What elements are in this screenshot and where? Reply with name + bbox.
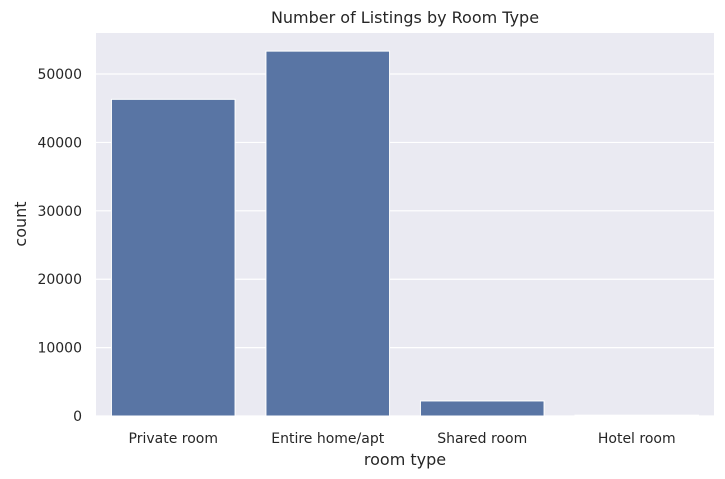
x-tick-label: Hotel room	[598, 431, 676, 447]
x-tick-labels: Private room Entire home/apt Shared room Ho…	[129, 431, 676, 447]
bar	[110, 98, 236, 417]
y-tick-label: 20000	[37, 272, 82, 288]
x-tick-label: Entire home/apt	[271, 431, 384, 447]
x-tick-label: Private room	[129, 431, 218, 447]
chart-title: Number of Listings by Room Type	[271, 8, 539, 27]
y-axis-label: count	[11, 201, 30, 246]
y-tick-label: 50000	[37, 67, 82, 83]
y-tick-label: 10000	[37, 341, 82, 357]
y-tick-label: 40000	[37, 135, 82, 151]
x-tick-label: Shared room	[437, 431, 527, 447]
y-tick-labels: 0 10000 20000 30000 40000 50000	[37, 67, 82, 425]
bar	[265, 50, 391, 417]
y-tick-label: 0	[73, 409, 82, 425]
y-tick-label: 30000	[37, 204, 82, 220]
bars	[110, 50, 700, 417]
x-axis-label: room type	[364, 450, 446, 469]
bar	[419, 400, 545, 417]
bar	[574, 414, 700, 417]
